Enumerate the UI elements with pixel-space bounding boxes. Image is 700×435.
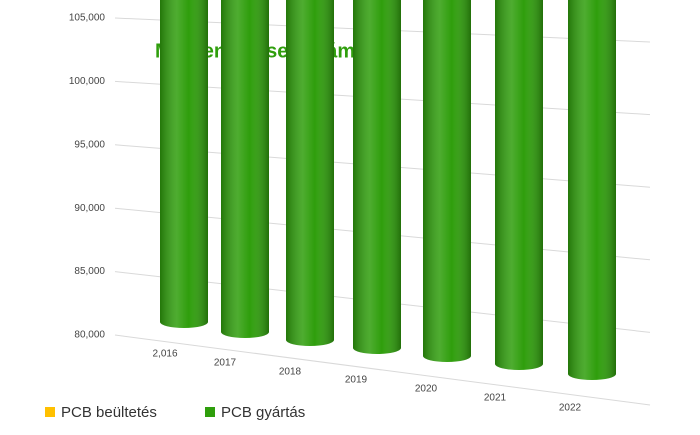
shading: [353, 0, 401, 354]
shading: [286, 0, 334, 346]
y-tick-label: 95,000: [74, 139, 105, 150]
legend-swatch: [205, 407, 215, 417]
x-tick-label: 2017: [214, 358, 237, 369]
x-tick-label: 2,016: [152, 349, 177, 360]
shading: [568, 0, 616, 380]
grid-line: [114, 334, 651, 406]
y-tick-label: 90,000: [74, 203, 105, 214]
legend-label: PCB beültetés: [61, 404, 157, 421]
x-tick-label: 2019: [345, 375, 368, 386]
shading: [221, 0, 269, 338]
y-tick-label: 100,000: [69, 76, 106, 87]
shading: [495, 0, 543, 370]
shading: [160, 0, 208, 328]
legend-swatch: [45, 407, 55, 417]
x-tick-label: 2018: [279, 367, 302, 378]
legend-label: PCB gyártás: [221, 404, 305, 421]
x-tick-label: 2022: [559, 403, 582, 414]
y-tick-label: 85,000: [74, 266, 105, 277]
shading: [423, 0, 471, 362]
y-tick-label: 105,000: [69, 13, 106, 24]
x-tick-label: 2020: [415, 384, 438, 395]
x-tick-label: 2021: [484, 393, 507, 404]
y-tick-label: 80,000: [74, 330, 105, 341]
